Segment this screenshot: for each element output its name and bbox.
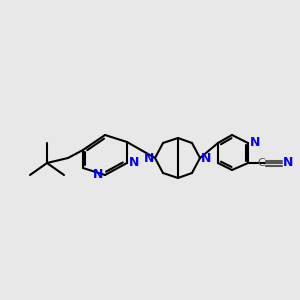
- Text: N: N: [129, 157, 140, 169]
- Text: N: N: [93, 169, 103, 182]
- Text: C: C: [257, 158, 265, 168]
- Text: N: N: [144, 152, 154, 164]
- Text: N: N: [250, 136, 260, 149]
- Text: N: N: [201, 152, 211, 164]
- Text: N: N: [283, 157, 293, 169]
